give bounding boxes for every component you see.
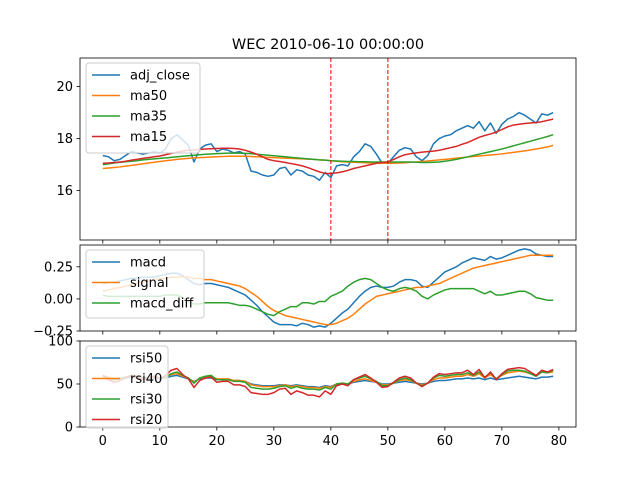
y-tick-label: 0 xyxy=(65,421,73,436)
axes-frame xyxy=(79,57,577,241)
series-line-ma35 xyxy=(102,133,554,166)
y-tick-label: 50 xyxy=(56,378,73,393)
axes-frame xyxy=(79,244,577,332)
legend-label: ma50 xyxy=(130,89,167,104)
legend-box xyxy=(85,62,201,154)
legend-label: rsi30 xyxy=(130,393,162,408)
legend-label: rsi50 xyxy=(130,352,162,367)
legend-box xyxy=(85,249,205,319)
legend-box xyxy=(85,345,169,429)
series-line-rsi40 xyxy=(102,370,554,390)
x-tick-label: 60 xyxy=(437,434,454,449)
legend-label: macd_diff xyxy=(130,297,194,312)
x-tick-label: 30 xyxy=(266,434,283,449)
series-line-rsi30 xyxy=(102,369,554,391)
series-line-rsi50 xyxy=(102,374,554,389)
y-tick-label: 0.00 xyxy=(44,292,73,307)
legend-label: ma15 xyxy=(130,130,167,145)
y-tick-label: 18 xyxy=(56,132,73,147)
y-tick-label: 100 xyxy=(48,335,73,350)
x-tick-label: 10 xyxy=(152,434,169,449)
legend-label: ma35 xyxy=(130,110,167,125)
x-tick-label: 0 xyxy=(99,434,107,449)
legend-label: signal xyxy=(130,276,168,291)
series-line-rsi20 xyxy=(102,366,554,398)
legend: adj_close ma50 ma35 ma15 xyxy=(85,62,201,154)
x-tick-label: 50 xyxy=(380,434,397,449)
legend-label: rsi40 xyxy=(130,372,162,387)
y-tick-label: 20 xyxy=(56,80,73,95)
x-tick-label: 20 xyxy=(209,434,226,449)
price-panel: 16 18 20 adj_close ma50 ma35 ma15 xyxy=(56,57,577,244)
x-tick-label: 70 xyxy=(494,434,511,449)
macd-panel: −0.25 0.00 0.25 macd signal macd_diff xyxy=(33,244,577,340)
legend-label: rsi20 xyxy=(130,413,162,428)
legend-label: adj_close xyxy=(130,69,190,84)
legend: rsi50 rsi40 rsi30 rsi20 xyxy=(85,345,169,429)
x-tick-label: 80 xyxy=(551,434,568,449)
legend-label: macd xyxy=(130,256,166,271)
y-tick-label: 16 xyxy=(56,184,73,199)
x-tick-label: 40 xyxy=(323,434,340,449)
y-tick-label: −0.25 xyxy=(33,325,73,340)
chart-title: WEC 2010-06-10 00:00:00 xyxy=(232,37,424,53)
legend: macd signal macd_diff xyxy=(85,249,205,319)
y-tick-label: 0.25 xyxy=(44,260,73,275)
